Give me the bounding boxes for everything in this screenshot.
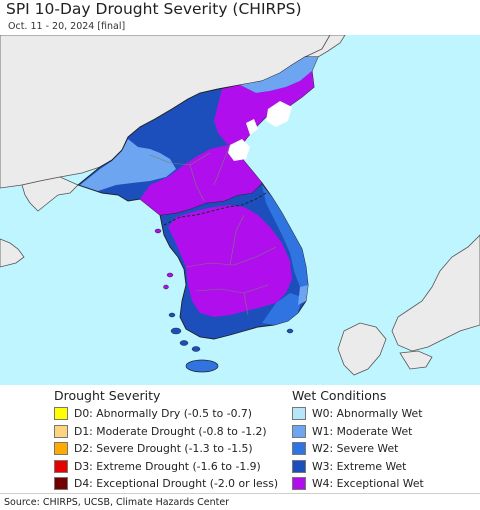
map-title: SPI 10-Day Drought Severity (CHIRPS) (6, 0, 302, 18)
w4-northeast-zone (214, 71, 314, 151)
w1-northeast-zone (240, 57, 318, 93)
w2-southeast-zone (262, 293, 302, 325)
legend-label-w0: W0: Abnormally Wet (312, 407, 423, 421)
liaodong-peninsula (21, 176, 79, 212)
legend-label-w4: W4: Exceptional Wet (312, 477, 424, 491)
legend-item-w3: W3: Extreme Wet (292, 458, 424, 476)
legend-swatch-w3 (292, 459, 306, 473)
legend-item-d4: D4: Exceptional Drought (-2.0 or less) (54, 475, 278, 493)
legend-label-d3: D3: Extreme Drought (-1.6 to -1.9) (74, 459, 261, 473)
dmz-boundary (163, 192, 267, 226)
legend-label-d1: D1: Moderate Drought (-0.8 to -1.2) (74, 424, 267, 438)
w4-west-south-zone (168, 205, 292, 317)
legend-swatch-d4 (54, 477, 68, 491)
map-date-range: Oct. 11 - 20, 2024 [final] (8, 21, 126, 32)
legend-item-d0: D0: Abnormally Dry (-0.5 to -0.7) (54, 405, 278, 423)
legend-item-d1: D1: Moderate Drought (-0.8 to -1.2) (54, 423, 278, 441)
wet-conditions-legend: Wet Conditions W0: Abnormally Wet W1: Mo… (292, 387, 424, 493)
no-data-patch-central (228, 139, 250, 161)
w2-east-coast-zone (262, 185, 308, 287)
legend-swatch-d2 (54, 442, 68, 456)
legend-label-d0: D0: Abnormally Dry (-0.5 to -0.7) (74, 407, 252, 421)
legend-swatch-w2 (292, 442, 306, 456)
legend-swatch-w4 (292, 477, 306, 491)
drought-legend-title: Drought Severity (54, 388, 161, 403)
japan-kyushu (337, 322, 387, 376)
legend-item-d3: D3: Extreme Drought (-1.6 to -1.9) (54, 458, 278, 476)
legend-item-w4: W4: Exceptional Wet (292, 475, 424, 493)
province-boundaries (149, 144, 277, 316)
no-data-patch-north (266, 101, 292, 127)
legend-label-d2: D2: Severe Drought (-1.3 to -1.5) (74, 442, 253, 456)
no-data-patch-mountain (246, 119, 258, 135)
west-sea-islands (154, 228, 174, 290)
japan-honshu (391, 234, 480, 352)
legend-swatch-d1 (54, 424, 68, 438)
shandong-land (0, 238, 25, 268)
coastal-islands (168, 312, 294, 352)
wet-legend-title: Wet Conditions (292, 388, 387, 403)
legend-label-w2: W2: Severe Wet (312, 442, 399, 456)
w1-coastal-strip (298, 285, 308, 305)
legend-swatch-w0 (292, 407, 306, 421)
legend-item-d2: D2: Severe Drought (-1.3 to -1.5) (54, 440, 278, 458)
legend-swatch-w1 (292, 424, 306, 438)
legend-item-w0: W0: Abnormally Wet (292, 405, 424, 423)
w1-northwest-zone (80, 139, 176, 191)
legend-label-w3: W3: Extreme Wet (312, 459, 407, 473)
drought-severity-legend: Drought Severity D0: Abnormally Dry (-0.… (54, 387, 278, 493)
legend-label-w1: W1: Moderate Wet (312, 424, 413, 438)
drought-map (0, 35, 480, 385)
footer-divider (0, 493, 480, 494)
legend-label-d4: D4: Exceptional Drought (-2.0 or less) (74, 477, 279, 491)
map-canvas (0, 35, 480, 385)
jeju-island (185, 359, 219, 373)
legend-swatch-d0 (54, 407, 68, 421)
legend-item-w1: W1: Moderate Wet (292, 423, 424, 441)
w4-central-zone (140, 145, 262, 215)
legend-item-w2: W2: Severe Wet (292, 440, 424, 458)
russia-land (304, 35, 346, 58)
legend-swatch-d3 (54, 459, 68, 473)
source-credit: Source: CHIRPS, UCSB, Climate Hazards Ce… (4, 497, 230, 508)
japan-shikoku (399, 350, 433, 370)
